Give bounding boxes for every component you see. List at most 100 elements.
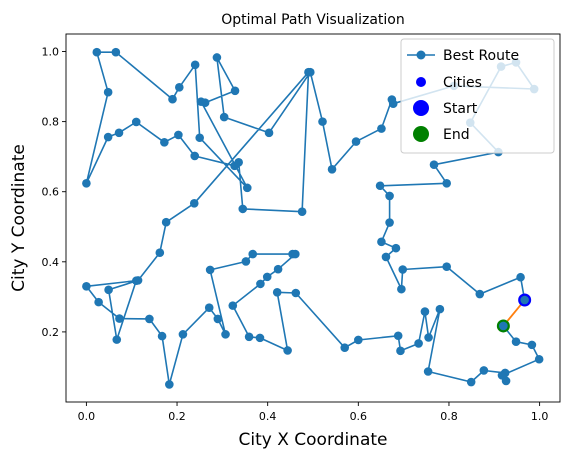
city-point [112,335,122,344]
city-point [442,179,451,188]
legend-cities-marker [416,77,426,87]
legend-end-marker [413,126,429,142]
city-point [115,314,124,323]
city-point [175,82,184,92]
city-point [234,157,243,167]
city-point [114,128,124,138]
city-point [377,237,386,247]
y-tick-label: 0.4 [42,256,60,269]
city-point [238,204,248,214]
city-point [160,137,169,147]
city-point [131,117,141,127]
legend-label-start: Start [443,101,478,117]
city-point [161,217,171,227]
city-point [377,124,386,133]
city-point [256,279,265,289]
plot-frame [65,33,561,403]
end-point-inner [499,321,508,331]
city-point [429,160,439,170]
city-point [219,112,229,122]
chart-title: Optimal Path Visualization [221,12,404,28]
city-point [385,218,394,227]
city-point [424,333,433,342]
city-point [92,47,102,57]
city-point [145,314,154,324]
city-point [111,47,121,57]
city-point [375,181,385,191]
city-point [103,87,113,97]
city-point [398,265,408,274]
city-point [423,367,433,376]
city-point [157,331,167,341]
y-tick-label: 1.0 [42,46,60,59]
city-point [304,67,313,77]
city-point [351,137,361,146]
x-tick-label: 0.8 [440,410,458,423]
city-point [94,297,103,307]
legend-label-cities: Cities [443,75,482,91]
city-point [174,130,183,140]
city-point [230,86,240,96]
city-point [244,332,254,342]
city-point [178,330,188,339]
x-axis-label: City X Coordinate [239,430,388,450]
city-point [204,303,214,313]
city-point [196,97,206,106]
city-point [291,288,301,298]
city-point [248,249,258,259]
x-tick-label: 0.2 [168,410,186,423]
x-tick-label: 0.6 [350,410,368,423]
city-point [391,243,401,253]
city-point [475,289,485,299]
city-point [195,133,204,143]
city-point [131,276,141,286]
city-point [189,198,199,208]
x-tick-label: 0.0 [78,410,96,423]
city-point [516,272,525,282]
x-tick-label: 0.4 [259,410,277,423]
city-point [168,94,177,104]
city-point [393,331,403,341]
city-point [387,95,397,104]
city-point [212,53,222,62]
city-point [479,366,489,375]
city-point [264,128,274,138]
start-point-inner [520,295,529,305]
city-point [190,151,200,161]
legend-start-marker [413,100,429,116]
legend-label-best-route: Best Route [443,48,519,64]
city-point [381,252,391,262]
city-point [82,282,91,291]
city-point [340,343,350,352]
city-point [497,371,507,380]
city-point [273,264,283,274]
city-point [442,262,451,272]
city-point [420,307,430,316]
city-point [534,354,544,364]
legend: Best Route Cities Start End [400,38,555,154]
city-point [435,304,445,314]
city-point [241,257,251,266]
city-point [414,339,423,348]
y-axis-label: City Y Coordinate [9,144,29,292]
axis-ticks: 0.0 0.2 0.4 0.6 0.8 1.0 0.2 0.4 0.6 0.8 1.0 [42,46,549,423]
city-point [527,340,537,350]
city-point [221,330,230,339]
city-point [396,346,405,356]
city-point [165,380,174,389]
city-point [103,132,113,142]
city-point [82,179,91,188]
city-point [511,337,521,347]
city-point [354,335,363,345]
city-point [397,284,406,294]
city-point [272,288,282,297]
city-point [385,191,394,201]
city-point [466,377,476,387]
y-tick-label: 0.8 [42,116,60,129]
x-tick-label: 1.0 [531,410,549,423]
city-point [262,272,272,282]
y-tick-label: 0.2 [42,326,60,339]
y-tick-label: 0.6 [42,186,60,199]
city-point [327,164,337,174]
